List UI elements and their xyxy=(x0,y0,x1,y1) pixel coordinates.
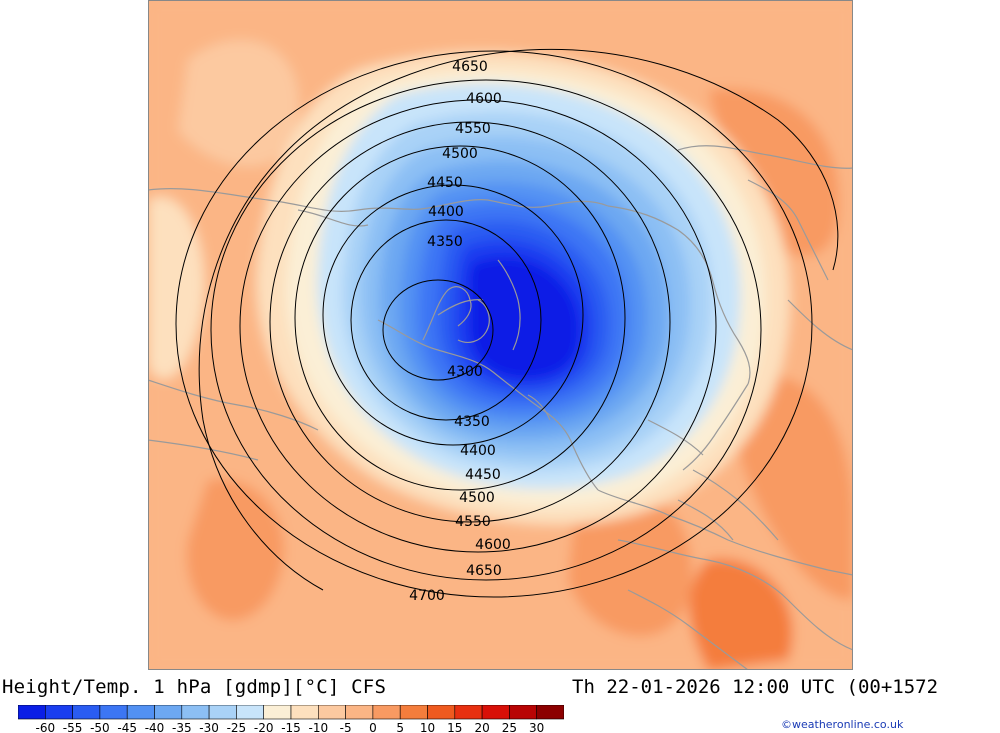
legend-swatch xyxy=(181,705,210,720)
legend-label: -10 xyxy=(308,721,328,733)
legend-label: -15 xyxy=(281,721,301,733)
legend-swatch xyxy=(399,705,428,720)
legend-label: 10 xyxy=(420,721,435,733)
contour-label: 4550 xyxy=(455,514,491,530)
contour-label: 4450 xyxy=(465,467,501,483)
legend-label: 20 xyxy=(474,721,489,733)
legend-swatch xyxy=(509,705,537,720)
legend-swatch xyxy=(345,705,374,720)
contour-label: 4500 xyxy=(442,146,478,162)
legend-label: 5 xyxy=(396,721,404,733)
legend-label: -40 xyxy=(145,721,165,733)
legend-label: 15 xyxy=(447,721,462,733)
legend-label: -25 xyxy=(227,721,247,733)
legend-swatch xyxy=(481,705,510,720)
contour-label: 4650 xyxy=(466,563,502,579)
legend-swatch xyxy=(44,705,73,720)
legend-label: 30 xyxy=(529,721,544,733)
legend-swatch xyxy=(208,705,237,720)
valid-time: Th 22-01-2026 12:00 UTC (00+1572 xyxy=(572,676,939,698)
credit-link[interactable]: ©weatheronline.co.uk xyxy=(781,718,904,731)
legend-swatch xyxy=(99,705,128,720)
legend-label: -20 xyxy=(254,721,274,733)
legend-swatch xyxy=(454,705,483,720)
legend-swatch xyxy=(126,705,155,720)
color-legend: -60 -55 -50 -45 -40 -35 -30 -25 -20 -15 -10 -5 0 5 10 1… xyxy=(18,705,564,733)
contour-label: 4650 xyxy=(452,59,488,75)
legend-swatch xyxy=(372,705,401,720)
legend-label: -55 xyxy=(63,721,83,733)
contour-label: 4350 xyxy=(454,414,490,430)
legend-label: -45 xyxy=(117,721,137,733)
contour-label: 4700 xyxy=(409,588,445,604)
weather-map: 4300 4350 4350 4400 4400 4450 4450 4500 … xyxy=(148,0,853,670)
legend-swatch xyxy=(72,705,101,720)
contour-label: 4350 xyxy=(427,234,463,250)
contour-labels: 4300 4350 4350 4400 4400 4450 4450 4500 … xyxy=(409,59,511,604)
contour-label: 4450 xyxy=(427,175,463,191)
contour-label: 4400 xyxy=(428,204,464,220)
legend-swatch xyxy=(536,705,564,720)
legend-swatch xyxy=(236,705,264,720)
legend-label: -60 xyxy=(35,721,55,733)
legend-swatch xyxy=(290,705,319,720)
legend-label: -50 xyxy=(90,721,110,733)
legend-label: -35 xyxy=(172,721,192,733)
legend-swatch xyxy=(427,705,456,720)
contour-label: 4500 xyxy=(459,490,495,506)
legend-swatch xyxy=(154,705,183,720)
legend-label: -30 xyxy=(199,721,219,733)
map-title: Height/Temp. 1 hPa [gdmp][°C] CFS xyxy=(2,676,387,698)
legend-label: 0 xyxy=(369,721,377,733)
contour-label: 4600 xyxy=(466,91,502,107)
legend-swatch xyxy=(263,705,292,720)
legend-swatch xyxy=(18,705,46,720)
legend-label: 25 xyxy=(502,721,517,733)
contour-label: 4550 xyxy=(455,121,491,137)
contour-label: 4600 xyxy=(475,537,511,553)
legend-label: -5 xyxy=(340,721,352,733)
height-contours xyxy=(175,48,839,598)
legend-swatch xyxy=(317,705,346,720)
coastlines xyxy=(148,145,853,670)
contour-label: 4400 xyxy=(460,443,496,459)
contour-label: 4300 xyxy=(447,364,483,380)
temperature-field xyxy=(148,0,853,670)
